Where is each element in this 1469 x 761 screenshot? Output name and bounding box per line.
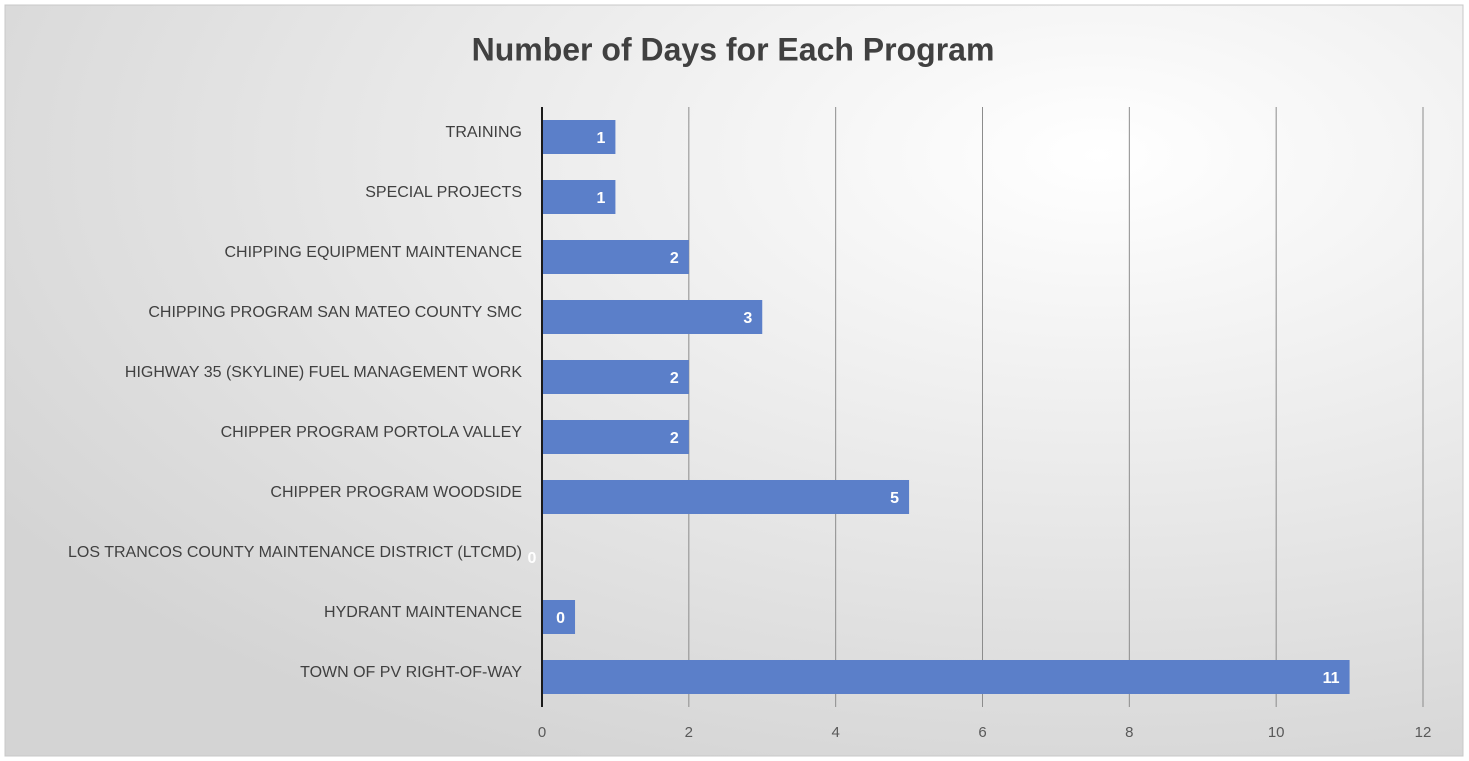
- y-tick-label: CHIPPER PROGRAM PORTOLA VALLEY: [221, 424, 523, 441]
- data-label: 1: [597, 130, 606, 147]
- x-tick-label: 4: [831, 724, 839, 741]
- y-tick-label: TRAINING: [446, 124, 522, 141]
- data-label: 1: [597, 190, 606, 207]
- chart-background: [4, 4, 1464, 757]
- bar: [542, 420, 689, 454]
- y-tick-label: CHIPPING PROGRAM SAN MATEO COUNTY SMC: [148, 304, 522, 321]
- x-tick-label: 2: [685, 724, 693, 741]
- bar: [542, 240, 689, 274]
- y-tick-label: LOS TRANCOS COUNTY MAINTENANCE DISTRICT …: [68, 544, 522, 561]
- data-label: 2: [670, 370, 679, 387]
- y-tick-label: HYDRANT MAINTENANCE: [324, 604, 522, 621]
- y-tick-label: HIGHWAY 35 (SKYLINE) FUEL MANAGEMENT WOR…: [125, 364, 522, 381]
- x-tick-label: 12: [1415, 724, 1432, 741]
- data-label: 11: [1323, 670, 1340, 687]
- data-label: 3: [743, 310, 752, 327]
- x-tick-label: 10: [1268, 724, 1285, 741]
- bar: [542, 180, 616, 214]
- data-label: 0: [528, 550, 537, 567]
- y-tick-label: TOWN OF PV RIGHT-OF-WAY: [300, 664, 522, 681]
- data-label: 5: [890, 490, 899, 507]
- bar: [542, 300, 763, 334]
- x-tick-label: 8: [1125, 724, 1133, 741]
- bar: [542, 360, 689, 394]
- y-tick-label: CHIPPING EQUIPMENT MAINTENANCE: [224, 244, 522, 261]
- x-tick-label: 0: [538, 724, 546, 741]
- y-tick-label: SPECIAL PROJECTS: [365, 184, 522, 201]
- bar: [542, 600, 576, 634]
- data-label: 0: [556, 610, 565, 627]
- bar: [542, 120, 616, 154]
- bar: [542, 480, 910, 514]
- bar: [542, 660, 1350, 694]
- y-tick-label: CHIPPER PROGRAM WOODSIDE: [270, 484, 522, 501]
- data-label: 2: [670, 250, 679, 267]
- data-label: 2: [670, 430, 679, 447]
- chart-title: Number of Days for Each Program: [472, 31, 995, 67]
- x-tick-label: 6: [978, 724, 986, 741]
